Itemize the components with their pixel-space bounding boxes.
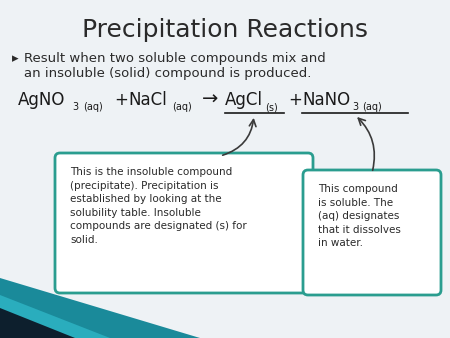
Text: +: + xyxy=(288,91,302,109)
Text: AgNO: AgNO xyxy=(18,91,65,109)
FancyBboxPatch shape xyxy=(55,153,313,293)
Text: (aq): (aq) xyxy=(83,102,103,112)
Polygon shape xyxy=(0,278,200,338)
Text: (s): (s) xyxy=(265,102,278,112)
Polygon shape xyxy=(0,308,75,338)
Text: 3: 3 xyxy=(352,102,358,112)
Text: (aq): (aq) xyxy=(172,102,192,112)
Text: NaNO: NaNO xyxy=(302,91,350,109)
Text: This compound
is soluble. The
(aq) designates
that it dissolves
in water.: This compound is soluble. The (aq) desig… xyxy=(318,184,401,248)
FancyBboxPatch shape xyxy=(303,170,441,295)
Text: This is the insoluble compound
(precipitate). Precipitation is
established by lo: This is the insoluble compound (precipit… xyxy=(70,167,247,245)
Text: Result when two soluble compounds mix and: Result when two soluble compounds mix an… xyxy=(24,52,326,65)
Text: ▸: ▸ xyxy=(12,52,18,65)
Text: (aq): (aq) xyxy=(362,102,382,112)
Text: 3: 3 xyxy=(72,102,78,112)
Text: +: + xyxy=(114,91,128,109)
Polygon shape xyxy=(0,295,110,338)
Text: an insoluble (solid) compound is produced.: an insoluble (solid) compound is produce… xyxy=(24,67,311,80)
Text: NaCl: NaCl xyxy=(128,91,167,109)
Text: Precipitation Reactions: Precipitation Reactions xyxy=(82,18,368,42)
Text: AgCl: AgCl xyxy=(225,91,263,109)
Text: →: → xyxy=(202,90,218,109)
